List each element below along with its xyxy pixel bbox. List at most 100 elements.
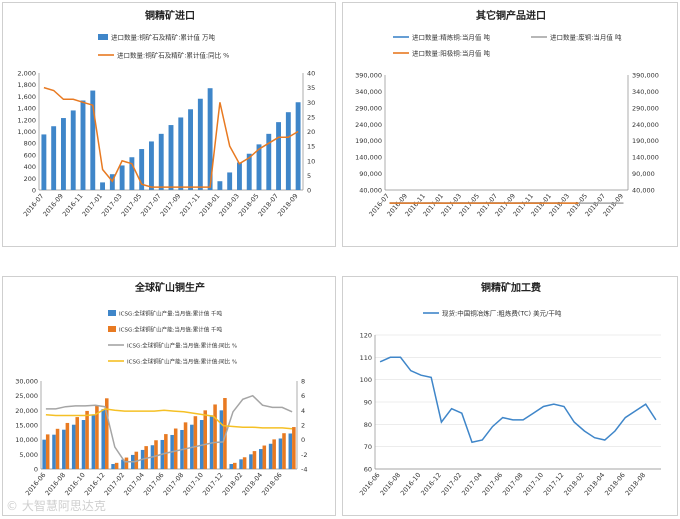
bar — [258, 449, 263, 469]
bar — [213, 404, 217, 469]
y-tick-label: 0 — [32, 187, 36, 195]
bar — [121, 459, 125, 469]
y-tick-label: 190,000 — [355, 137, 382, 145]
legend-label: ICSG:全球铜矿山产能:当月值:累计值 千吨 — [119, 326, 223, 334]
y-tick-label: 400 — [24, 163, 36, 171]
x-tick-label: 2017-08 — [501, 471, 525, 497]
bar — [62, 429, 66, 469]
y-tick-label: 30,000 — [15, 378, 38, 386]
bar — [237, 162, 242, 190]
bar — [100, 182, 105, 190]
y-tick-label: 5,000 — [19, 451, 38, 459]
bar — [124, 457, 129, 469]
y2-tick-label: 5 — [307, 172, 311, 180]
series-line — [379, 356, 657, 444]
y-tick-label: 1,400 — [17, 105, 36, 113]
bar — [256, 144, 262, 190]
y-tick-label: 1,200 — [17, 116, 36, 124]
legend-swatch — [108, 326, 116, 332]
legend-label: 进口数量:阳极铜:当月值 吨 — [412, 49, 490, 58]
y-tick-label: 60 — [364, 466, 372, 474]
y2-tick-label: -4 — [301, 466, 307, 474]
bar — [158, 133, 164, 190]
bar — [111, 464, 115, 469]
legend-label: 进口数量:铜矿石及精矿:累计值:同比 % — [117, 51, 229, 60]
bar — [70, 110, 76, 190]
series-line — [45, 394, 293, 463]
bar — [203, 410, 208, 469]
bar — [252, 451, 257, 469]
y2-tick-label: 140,000 — [632, 154, 659, 162]
x-tick-label: 2018-09 — [276, 192, 300, 218]
bar — [101, 409, 105, 469]
bar — [178, 117, 184, 190]
bar — [223, 398, 227, 469]
y-tick-label: 140,000 — [355, 154, 382, 162]
y2-tick-label: 20 — [307, 128, 315, 136]
y2-tick-label: 340,000 — [632, 88, 659, 96]
bar — [114, 462, 119, 469]
x-tick-label: 2018-06 — [603, 471, 627, 497]
bar — [227, 172, 233, 190]
bar — [193, 416, 198, 469]
y-tick-label: 800 — [24, 140, 36, 148]
y-tick-label: 2,000 — [17, 70, 36, 78]
y2-tick-label: 35 — [307, 84, 315, 92]
bar — [262, 445, 267, 469]
y-tick-label: 390,000 — [355, 72, 382, 80]
chart-panel-copper-concentrate-imports: 铜精矿进口 进口数量:铜矿石及精矿:累计值 万吨 进口数量:铜矿石及精矿:累计值:同… — [2, 2, 336, 247]
x-tick-label: 2016-06 — [358, 471, 382, 497]
bar — [134, 451, 139, 469]
bar — [272, 439, 276, 469]
y2-tick-label: 0 — [307, 187, 311, 195]
y-tick-label: 0 — [34, 466, 38, 474]
y-tick-label: 240,000 — [355, 121, 382, 129]
y2-tick-label: 40 — [307, 70, 315, 78]
legend-swatch — [108, 310, 116, 316]
y-tick-label: 200 — [24, 175, 36, 183]
bar — [41, 134, 47, 190]
x-tick-label: 2017-02 — [440, 471, 464, 497]
bar — [75, 417, 80, 469]
bar — [154, 440, 158, 469]
y-tick-label: 90 — [364, 399, 372, 407]
bar — [285, 112, 291, 190]
x-tick-label: 2018-02 — [562, 471, 586, 497]
y-tick-label: 340,000 — [355, 88, 382, 96]
chart-panel-global-mine-copper: 全球矿山铜生产 ICSG:全球铜矿山产量:当月值:累计值 千吨 ICSG:全球铜矿山… — [2, 276, 336, 516]
watermark: © 大智慧阿思达克 — [6, 499, 106, 513]
x-tick-label: 2018-04 — [583, 471, 607, 497]
bar — [119, 165, 125, 190]
y2-tick-label: 0 — [301, 436, 305, 444]
bar — [188, 109, 193, 190]
y2-tick-label: 190,000 — [632, 137, 659, 145]
legend-label: ICSG:全球铜矿山产量:当月值:累计值:同比 % — [127, 342, 237, 350]
chart-panel-other-copper-imports: 其它铜产品进口 进口数量:精炼铜:当月值 吨 进口数量:废铜:当月值 吨进口数量:阳… — [342, 2, 678, 247]
bar — [168, 125, 174, 190]
y2-tick-label: 6 — [301, 392, 305, 400]
y-tick-label: 90,000 — [359, 170, 382, 178]
bar — [295, 102, 301, 190]
y2-tick-label: 25 — [307, 113, 315, 121]
bar — [164, 434, 168, 469]
bar — [80, 100, 86, 190]
x-tick-label: 2018-06 — [260, 471, 284, 497]
y2-tick-label: 390,000 — [632, 72, 659, 80]
chart-panel-copper-tc: 铜精矿加工费 现货:中国铜冶炼厂:粗炼费(TC) 美元/干吨 60 70 80 90 100… — [342, 276, 678, 516]
y2-tick-label: 240,000 — [632, 121, 659, 129]
bar — [239, 459, 243, 469]
bar — [183, 422, 188, 469]
bar — [276, 122, 281, 190]
x-tick-label: 2018-08 — [624, 471, 648, 497]
bar — [249, 454, 253, 469]
bar — [81, 420, 86, 469]
legend-label: 进口数量:废铜:当月值 吨 — [550, 33, 622, 42]
bar — [52, 434, 56, 469]
legend-label: ICSG:全球铜矿山产量:当月值:累计值 千吨 — [119, 310, 223, 318]
y2-tick-label: 90,000 — [632, 170, 655, 178]
bar — [268, 443, 273, 469]
bar — [95, 405, 99, 469]
bar — [278, 438, 283, 469]
y-tick-label: 100 — [360, 376, 372, 384]
